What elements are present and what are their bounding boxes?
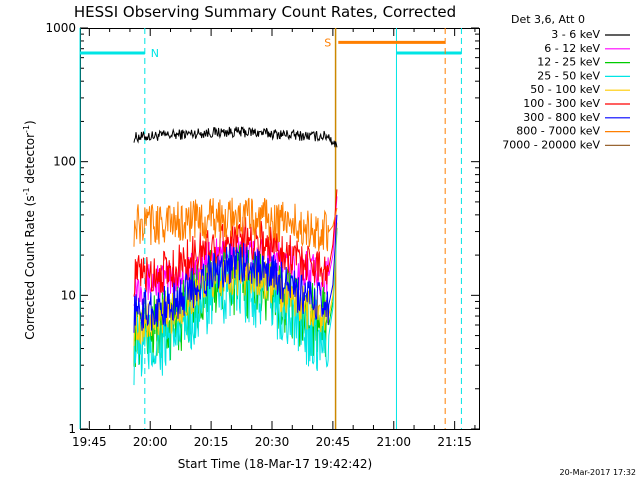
chart-title: HESSI Observing Summary Count Rates, Cor… <box>74 3 456 21</box>
series-line <box>133 197 338 252</box>
saa-label: S <box>324 36 331 49</box>
y-label-mid: detector <box>23 133 37 188</box>
night-label: N <box>151 47 159 60</box>
legend-label: 7000 - 20000 keV <box>502 138 600 151</box>
legend-label: 800 - 7000 keV <box>516 125 600 138</box>
timestamp: 20-Mar-2017 17:32 <box>560 468 637 477</box>
axes: 19:45 20:00 20:15 20:30 20:45 21:00 21:15 1 10 10… <box>45 21 479 449</box>
x-tick-label: 21:15 <box>437 435 472 449</box>
legend-label: 6 - 12 keV <box>544 42 600 55</box>
y-axis-label: Corrected Count Rate (s-1 detector-1) <box>22 120 37 339</box>
x-tick-label: 20:00 <box>133 435 168 449</box>
x-axis-label: Start Time (18-Mar-17 19:42:42) <box>178 457 372 471</box>
observing-markers: NS <box>79 28 462 429</box>
x-tick-label: 20:15 <box>194 435 229 449</box>
series-line <box>133 214 338 333</box>
series-line <box>133 126 338 148</box>
legend-label: 100 - 300 keV <box>523 97 600 110</box>
y-label-suffix: ) <box>23 120 37 125</box>
y-label-exp2: -1 <box>22 125 31 133</box>
legend-label: 3 - 6 keV <box>551 28 600 41</box>
y-tick-label: 100 <box>53 155 76 169</box>
series-line <box>133 189 338 297</box>
legend-label: 25 - 50 keV <box>537 69 600 82</box>
legend-label: 300 - 800 keV <box>523 111 600 124</box>
x-tick-label: 21:00 <box>376 435 411 449</box>
legend-header: Det 3,6, Att 0 <box>511 13 585 26</box>
y-tick-label: 10 <box>61 288 76 302</box>
legend-label: 50 - 100 keV <box>530 83 600 96</box>
x-tick-label: 20:45 <box>316 435 351 449</box>
y-label-exp1: -1 <box>22 187 31 195</box>
y-tick-label: 1000 <box>45 21 76 35</box>
x-tick-label: 20:30 <box>255 435 290 449</box>
y-label-prefix: Corrected Count Rate (s <box>23 195 37 339</box>
x-tick-label: 19:45 <box>72 435 107 449</box>
series-lines <box>133 126 338 386</box>
y-tick-label: 1 <box>68 422 76 436</box>
legend-label: 12 - 25 keV <box>537 56 600 69</box>
